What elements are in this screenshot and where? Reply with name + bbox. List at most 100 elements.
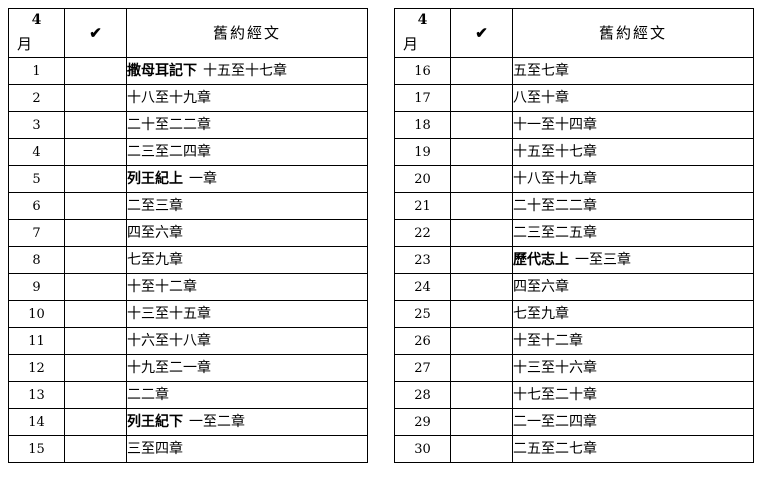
table-row: 12 十九至二一章 [8,354,368,382]
table-body-left: 4 月 ✔ 舊約經文 1 撒母耳記下 十五至十七章 2 十八至十九章 3 二十至二二章 4 二… [8,8,368,463]
check-box-cell[interactable] [64,219,127,247]
table-row: 13 二二章 [8,381,368,409]
check-box-cell[interactable] [64,300,127,328]
table-row: 22 二三至二五章 [394,219,754,247]
book-name: 歷代志上 [513,251,569,268]
passage-cell: 二十至二二章 [512,192,754,220]
header-month-number: 4 [417,12,428,28]
check-box-cell[interactable] [64,273,127,301]
passage-cell: 八至十章 [512,84,754,112]
day-number-cell: 5 [8,165,65,193]
passage-cell: 十八至十九章 [126,84,368,112]
passage-cell: 十三至十五章 [126,300,368,328]
day-number-cell: 3 [8,111,65,139]
check-box-cell[interactable] [450,354,513,382]
day-number-cell: 17 [394,84,451,112]
check-box-cell[interactable] [450,300,513,328]
day-number-cell: 4 [8,138,65,166]
check-box-cell[interactable] [450,273,513,301]
check-box-cell[interactable] [64,246,127,274]
check-box-cell[interactable] [64,354,127,382]
table-row: 8 七至九章 [8,246,368,274]
check-box-cell[interactable] [450,138,513,166]
header-month-char: 月 [403,35,419,53]
day-number-cell: 16 [394,57,451,85]
header-passage-cell: 舊約經文 [512,8,754,58]
check-box-cell[interactable] [450,57,513,85]
check-box-cell[interactable] [450,111,513,139]
passage-cell: 十八至十九章 [512,165,754,193]
passage-cell: 列王紀下 一至二章 [126,408,368,436]
check-box-cell[interactable] [64,111,127,139]
day-number-cell: 25 [394,300,451,328]
check-box-cell[interactable] [450,435,513,463]
table-row: 28 十七至二十章 [394,381,754,409]
chapter-range: 四至六章 [127,224,183,241]
check-box-cell[interactable] [64,381,127,409]
day-number-cell: 26 [394,327,451,355]
check-box-cell[interactable] [64,84,127,112]
check-box-cell[interactable] [64,408,127,436]
check-box-cell[interactable] [450,165,513,193]
passage-cell: 二五至二七章 [512,435,754,463]
passage-cell: 二三至二五章 [512,219,754,247]
table-row: 25 七至九章 [394,300,754,328]
chapter-range: 三至四章 [127,440,183,457]
header-month-cell: 4 月 [394,8,451,58]
chapter-range: 二十至二二章 [127,116,211,133]
passage-cell: 四至六章 [512,273,754,301]
header-passage-cell: 舊約經文 [126,8,368,58]
check-box-cell[interactable] [64,165,127,193]
chapter-range: 五至七章 [513,62,569,79]
table-row: 26 十至十二章 [394,327,754,355]
check-box-cell[interactable] [450,408,513,436]
chapter-range: 二三至二四章 [127,143,211,160]
passage-cell: 列王紀上 一章 [126,165,368,193]
passage-cell: 十五至十七章 [512,138,754,166]
check-box-cell[interactable] [450,327,513,355]
chapter-range: 十九至二一章 [127,359,211,376]
check-box-cell[interactable] [450,192,513,220]
check-box-cell[interactable] [450,219,513,247]
table-row: 23 歷代志上 一至三章 [394,246,754,274]
check-box-cell[interactable] [64,138,127,166]
book-name: 列王紀上 [127,170,183,187]
table-row: 7 四至六章 [8,219,368,247]
day-number-cell: 12 [8,354,65,382]
check-box-cell[interactable] [64,57,127,85]
chapter-range: 十八至十九章 [127,89,211,106]
passage-cell: 四至六章 [126,219,368,247]
day-number-cell: 6 [8,192,65,220]
table-row: 4 二三至二四章 [8,138,368,166]
chapter-range: 八至十章 [513,89,569,106]
check-box-cell[interactable] [450,381,513,409]
passage-cell: 十至十二章 [126,273,368,301]
passage-cell: 二二章 [126,381,368,409]
table-row: 11 十六至十八章 [8,327,368,355]
chapter-range: 四至六章 [513,278,569,295]
chapter-range: 十一至十四章 [513,116,597,133]
day-number-cell: 27 [394,354,451,382]
check-box-cell[interactable] [64,192,127,220]
check-box-cell[interactable] [64,327,127,355]
table-row: 9 十至十二章 [8,273,368,301]
checkmark-icon: ✔ [89,24,102,42]
day-number-cell: 11 [8,327,65,355]
check-box-cell[interactable] [64,435,127,463]
check-box-cell[interactable] [450,246,513,274]
passage-cell: 二三至二四章 [126,138,368,166]
table-row: 15 三至四章 [8,435,368,463]
header-month-number: 4 [31,12,42,28]
chapter-range: 十五至十七章 [203,62,287,79]
chapter-range: 十三至十六章 [513,359,597,376]
chapter-range: 十七至二十章 [513,386,597,403]
passage-cell: 二至三章 [126,192,368,220]
day-number-cell: 24 [394,273,451,301]
table-row: 16 五至七章 [394,57,754,85]
chapter-range: 十三至十五章 [127,305,211,322]
table-row: 29 二一至二四章 [394,408,754,436]
header-month-cell: 4 月 [8,8,65,58]
day-number-cell: 15 [8,435,65,463]
check-box-cell[interactable] [450,84,513,112]
